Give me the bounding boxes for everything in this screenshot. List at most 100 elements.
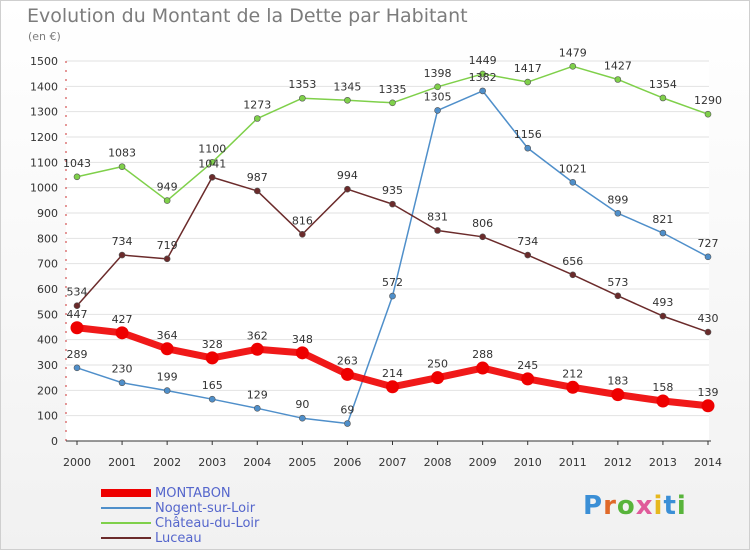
- legend-label: Luceau: [155, 531, 202, 546]
- data-point-montabon: [115, 326, 129, 340]
- data-label-luceau: 534: [67, 286, 88, 299]
- chart-title: Evolution du Montant de la Dette par Hab…: [27, 5, 468, 27]
- data-point-nogent-sur-loir: [299, 414, 306, 422]
- data-point-nogent-sur-loir: [569, 179, 577, 186]
- data-label-montabon: 362: [247, 329, 268, 342]
- logo-letter: x: [635, 491, 654, 521]
- logo-letter: o: [616, 491, 636, 521]
- data-label-luceau: 831: [427, 210, 448, 223]
- data-point-montabon: [566, 380, 580, 394]
- data-label-montabon: 447: [67, 308, 88, 321]
- data-label-ch-teau-du-loir: 949: [157, 181, 178, 194]
- data-point-montabon: [295, 346, 309, 360]
- data-label-nogent-sur-loir: 727: [698, 237, 719, 250]
- data-label-nogent-sur-loir: 899: [607, 193, 628, 206]
- data-label-nogent-sur-loir: 90: [295, 398, 309, 411]
- data-point-montabon: [205, 351, 219, 365]
- data-label-montabon: 427: [112, 313, 133, 326]
- data-point-montabon: [70, 321, 84, 335]
- data-point-nogent-sur-loir: [659, 229, 667, 237]
- data-point-ch-teau-du-loir: [344, 96, 351, 104]
- data-label-ch-teau-du-loir: 1290: [694, 94, 722, 107]
- data-point-luceau: [479, 233, 486, 241]
- data-label-montabon: 139: [698, 386, 719, 399]
- data-point-luceau: [344, 185, 351, 193]
- data-label-nogent-sur-loir: 821: [652, 213, 673, 226]
- x-tick-label: 2008: [424, 456, 452, 469]
- data-point-ch-teau-du-loir: [73, 173, 81, 181]
- data-label-montabon: 364: [157, 329, 178, 342]
- legend-swatch: [101, 507, 151, 509]
- data-label-nogent-sur-loir: 230: [112, 363, 133, 376]
- data-label-nogent-sur-loir: 1156: [514, 128, 542, 141]
- data-point-luceau: [524, 251, 532, 259]
- data-point-montabon: [656, 394, 670, 408]
- data-point-ch-teau-du-loir: [524, 78, 532, 86]
- data-label-nogent-sur-loir: 1382: [469, 71, 497, 84]
- data-point-ch-teau-du-loir: [704, 110, 712, 118]
- data-label-luceau: 987: [247, 171, 268, 184]
- x-tick-label: 2006: [333, 456, 361, 469]
- y-tick-label: 1000: [30, 182, 58, 195]
- data-point-ch-teau-du-loir: [299, 94, 306, 102]
- data-point-ch-teau-du-loir: [479, 70, 486, 78]
- data-label-nogent-sur-loir: 165: [202, 379, 223, 392]
- data-label-luceau: 935: [382, 184, 403, 197]
- y-tick-label: 600: [37, 283, 58, 296]
- data-label-luceau: 573: [607, 276, 628, 289]
- data-label-nogent-sur-loir: 1021: [559, 162, 587, 175]
- data-point-ch-teau-du-loir: [389, 99, 396, 107]
- data-label-ch-teau-du-loir: 1273: [243, 99, 271, 112]
- data-point-nogent-sur-loir: [614, 209, 622, 217]
- data-point-ch-teau-du-loir: [434, 83, 441, 91]
- data-point-nogent-sur-loir: [479, 87, 486, 95]
- data-label-montabon: 348: [292, 333, 313, 346]
- data-point-nogent-sur-loir: [163, 387, 171, 394]
- data-label-nogent-sur-loir: 69: [340, 404, 354, 417]
- y-tick-label: 500: [37, 308, 58, 321]
- data-point-luceau: [163, 255, 171, 263]
- x-tick-label: 2004: [243, 456, 271, 469]
- data-point-luceau: [614, 292, 622, 300]
- data-point-nogent-sur-loir: [73, 364, 81, 372]
- y-tick-label: 700: [37, 258, 58, 271]
- data-label-ch-teau-du-loir: 1100: [198, 142, 226, 155]
- data-point-luceau: [569, 271, 577, 279]
- x-tick-label: 2007: [379, 456, 407, 469]
- plot-area: [66, 61, 709, 441]
- data-label-ch-teau-du-loir: 1427: [604, 59, 632, 72]
- logo-letter: r: [603, 491, 617, 521]
- data-label-luceau: 493: [652, 296, 673, 309]
- data-point-nogent-sur-loir: [524, 144, 532, 152]
- data-label-luceau: 656: [562, 255, 583, 268]
- data-label-luceau: 994: [337, 169, 358, 182]
- data-point-montabon: [386, 380, 399, 394]
- y-tick-label: 100: [37, 410, 58, 423]
- data-label-luceau: 734: [112, 235, 133, 248]
- data-point-ch-teau-du-loir: [659, 94, 667, 102]
- data-point-montabon: [521, 372, 535, 386]
- legend-label: Château-du-Loir: [155, 516, 260, 531]
- data-label-ch-teau-du-loir: 1345: [333, 80, 361, 93]
- y-tick-label: 300: [37, 359, 58, 372]
- data-label-nogent-sur-loir: 289: [67, 348, 88, 361]
- data-point-nogent-sur-loir: [344, 420, 351, 427]
- y-tick-label: 1200: [30, 131, 58, 144]
- data-point-luceau: [118, 251, 126, 259]
- data-point-montabon: [611, 388, 625, 402]
- data-point-nogent-sur-loir: [389, 292, 396, 300]
- data-label-montabon: 245: [517, 359, 538, 372]
- data-label-luceau: 806: [472, 217, 493, 230]
- data-label-montabon: 183: [607, 375, 628, 388]
- data-point-luceau: [73, 302, 81, 310]
- x-tick-label: 2011: [559, 456, 587, 469]
- y-tick-label: 800: [37, 232, 58, 245]
- data-label-nogent-sur-loir: 199: [157, 371, 178, 384]
- x-tick-label: 2013: [649, 456, 677, 469]
- data-point-ch-teau-du-loir: [253, 115, 261, 122]
- data-label-montabon: 250: [427, 358, 448, 371]
- data-label-nogent-sur-loir: 1305: [424, 90, 452, 103]
- data-point-nogent-sur-loir: [704, 253, 712, 261]
- legend-swatch: [101, 489, 151, 497]
- data-label-ch-teau-du-loir: 1335: [379, 83, 407, 96]
